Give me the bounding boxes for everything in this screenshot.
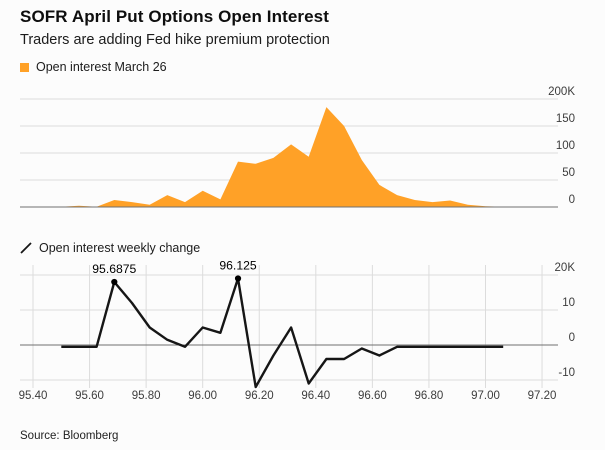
diagonal-line-icon (20, 242, 32, 254)
open-interest-area (61, 107, 504, 207)
page-subtitle: Traders are adding Fed hike premium prot… (20, 32, 330, 48)
y-tick-label: 100 (556, 140, 575, 152)
legend-weekly-change: Open interest weekly change (20, 241, 200, 255)
source-attribution: Source: Bloomberg (20, 430, 119, 442)
x-tick-label: 96.40 (301, 390, 330, 402)
page-title: SOFR April Put Options Open Interest (20, 7, 329, 26)
annotation-label: 95.6875 (92, 262, 136, 276)
x-tick-label: 97.20 (528, 390, 557, 402)
legend-weekly-change-label: Open interest weekly change (39, 241, 201, 255)
x-tick-label: 96.60 (358, 390, 387, 402)
x-tick-label: 95.40 (19, 390, 48, 402)
y-tick-label: 0 (569, 332, 575, 344)
y-tick-label: 200K (548, 86, 575, 98)
x-tick-label: 96.80 (415, 390, 444, 402)
y-tick-label: 50 (562, 167, 575, 179)
weekly-change-line (61, 277, 504, 389)
legend-open-interest-label: Open interest March 26 (36, 60, 167, 74)
x-tick-label: 97.00 (471, 390, 500, 402)
annotation-dot (111, 278, 118, 286)
y-tick-label: 0 (569, 194, 575, 206)
annotation-label: 96.125 (219, 259, 256, 273)
y-tick-label: 20K (555, 262, 576, 274)
y-tick-label: 150 (556, 113, 575, 125)
orange-square-icon (20, 62, 29, 72)
y-tick-label: 10 (562, 297, 575, 309)
y-tick-label: -10 (558, 367, 575, 379)
weekly-change-line-chart: 20K 10 0 -10 95.40 95.60 95.80 96.00 96.20 96.40 9… (19, 259, 576, 403)
x-tick-label: 95.80 (132, 390, 161, 402)
x-tick-label: 95.60 (75, 390, 104, 402)
legend-open-interest: Open interest March 26 (20, 60, 167, 74)
x-tick-label: 96.20 (245, 390, 274, 402)
open-interest-area-chart: 200K 150 100 50 0 (20, 86, 575, 208)
x-tick-label: 96.00 (188, 390, 217, 402)
annotation-dot (234, 275, 242, 282)
